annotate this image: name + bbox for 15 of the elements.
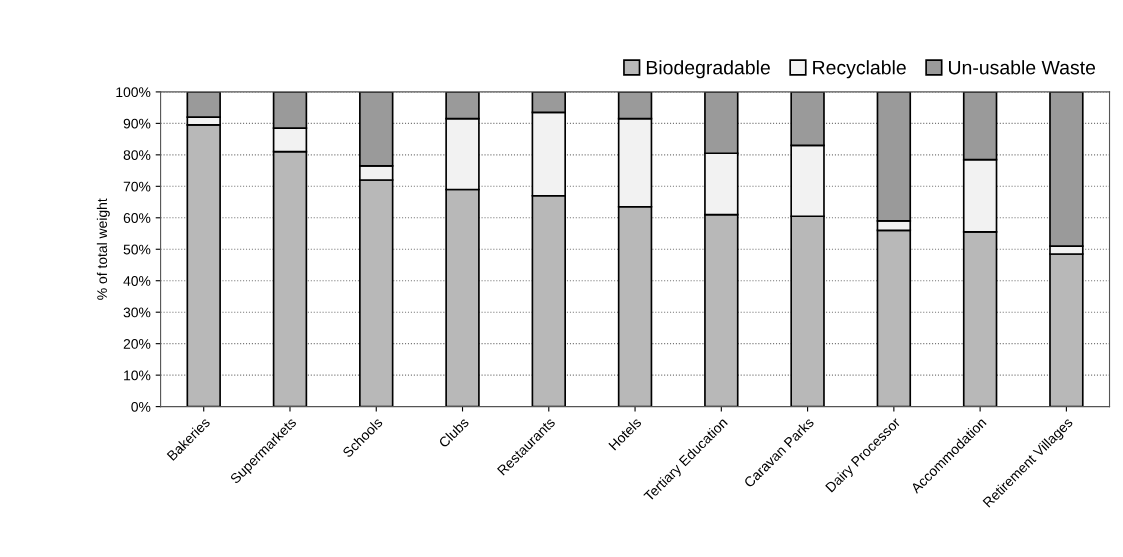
legend-label: Biodegradable [646,60,770,79]
y-tick-label: 60% [123,213,151,223]
y-tick-label: 90% [123,118,151,129]
y-tick-label: 0% [131,401,151,412]
y-tick-label: 40% [123,276,151,286]
y-tick-label: 20% [123,339,151,349]
legend-label: Recyclable [813,60,906,79]
y-tick-label: 80% [123,150,151,161]
legend-label: Un-usable Waste [949,60,1096,75]
y-axis-title: % of total weight [96,198,110,300]
y-tick-label: 10% [124,370,151,381]
y-tick-label: 50% [123,244,151,255]
y-tick-label: 70% [123,181,151,192]
y-tick-label: 30% [123,307,151,318]
y-tick-label: 100% [116,87,151,98]
